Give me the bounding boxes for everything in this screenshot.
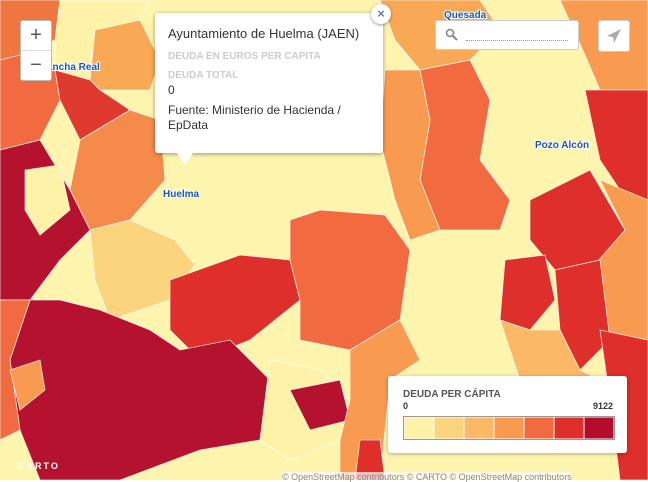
- region: [499, 254, 556, 331]
- legend-ramp: [403, 416, 615, 440]
- legend: DEUDA PER CÁPITA 0 9122: [388, 376, 627, 453]
- place-label: Quesada: [444, 10, 487, 21]
- logo: CARTO: [18, 461, 60, 471]
- legend-swatch: [403, 416, 435, 440]
- search-icon: [445, 28, 458, 41]
- legend-frame: [403, 416, 615, 440]
- popup-title: Ayuntamiento de Huelma (JAEN): [168, 26, 360, 41]
- popup-value: 0: [168, 83, 175, 97]
- region: [554, 259, 611, 371]
- region: [24, 164, 71, 236]
- popup-field: DEUDA TOTAL: [168, 70, 239, 81]
- popup-source: Fuente: Ministerio de Hacienda / EpData: [168, 103, 341, 132]
- search-box[interactable]: [435, 20, 579, 50]
- region: [9, 359, 46, 411]
- locate-button[interactable]: [598, 20, 630, 52]
- legend-swatch: [493, 416, 525, 440]
- popup-field: DEUDA EN EUROS PER CAPITA: [168, 51, 321, 62]
- region: [0, 299, 31, 441]
- legend-min: 0: [403, 401, 409, 411]
- zoom-out[interactable]: −: [21, 50, 51, 80]
- region: [379, 69, 441, 241]
- popup: × Ayuntamiento de Huelma (JAEN) DEUDA EN…: [155, 4, 391, 165]
- zoom-control: + −: [20, 20, 52, 81]
- legend-swatch: [433, 416, 465, 440]
- place-label: ancha Real: [47, 62, 100, 73]
- attribution: © OpenStreetMap contributors © CARTO © O…: [282, 472, 572, 482]
- legend-swatch: [463, 416, 495, 440]
- legend-swatch: [523, 416, 555, 440]
- place-label: Pozo Alcón: [535, 140, 589, 151]
- legend-swatch: [553, 416, 585, 440]
- popup-tail: [177, 153, 193, 165]
- zoom-in[interactable]: +: [30, 24, 42, 46]
- search-input[interactable]: [466, 40, 568, 41]
- locate-icon: [607, 29, 621, 43]
- legend-title: DEUDA PER CÁPITA: [403, 389, 501, 400]
- legend-max: 9122: [592, 401, 613, 411]
- legend-swatch: [583, 416, 615, 440]
- place-label: Huelma: [163, 189, 200, 200]
- popup-close[interactable]: ×: [371, 4, 391, 24]
- region: [354, 439, 386, 480]
- region: [169, 254, 301, 361]
